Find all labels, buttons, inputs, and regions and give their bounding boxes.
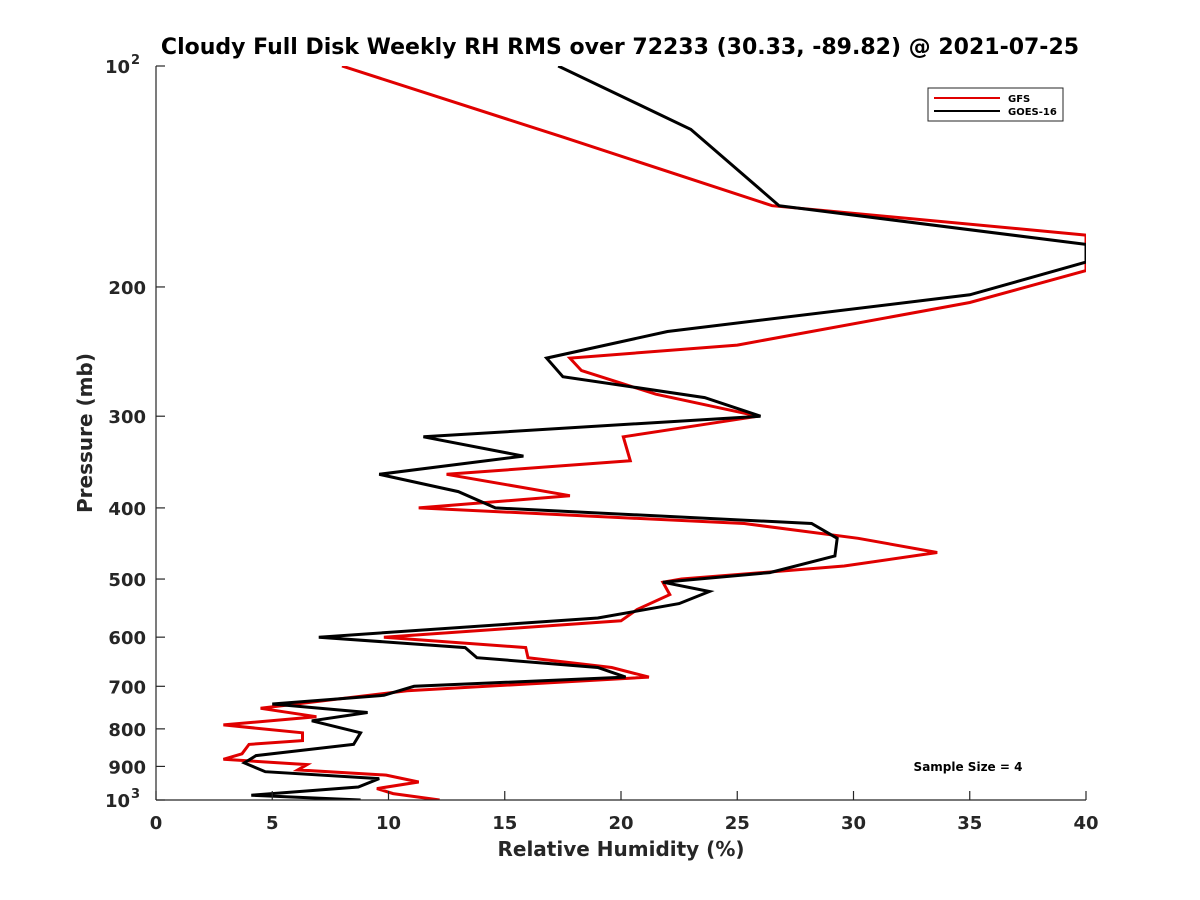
legend-label-gfs: GFS	[1008, 94, 1030, 105]
y-tick-label: 900	[108, 757, 146, 778]
y-tick-label: 10	[105, 57, 130, 78]
y-tick-label: 600	[108, 628, 146, 649]
x-tick-label: 30	[841, 813, 866, 834]
x-tick-label: 25	[725, 813, 750, 834]
x-tick-label: 40	[1073, 813, 1098, 834]
y-tick-label: 10	[105, 791, 130, 812]
y-tick-label: 500	[108, 570, 146, 591]
series-layer	[222, 66, 1086, 800]
x-tick-label: 35	[957, 813, 982, 834]
x-tick-label: 0	[150, 813, 163, 834]
legend: GFS GOES-16	[927, 87, 1064, 122]
y-axis-label: Pressure (mb)	[73, 353, 97, 513]
y-tick-exponent: 3	[131, 787, 140, 802]
y-tick-label: 400	[108, 499, 146, 520]
legend-label-goes16: GOES-16	[1008, 107, 1057, 118]
y-tick-label: 700	[108, 677, 146, 698]
legend-box	[927, 87, 1064, 122]
y-tick-label: 800	[108, 720, 146, 741]
y-tick-label: 300	[108, 407, 146, 428]
y-tick-label: 200	[108, 278, 146, 299]
sample-size-annotation: Sample Size = 4	[914, 760, 1023, 774]
x-tick-label: 5	[266, 813, 279, 834]
x-tick-label: 15	[492, 813, 517, 834]
plot-area	[156, 66, 1086, 800]
series-line-gfs	[222, 66, 1086, 800]
x-tick-label: 20	[608, 813, 633, 834]
series-line-goes16	[241, 66, 1086, 800]
x-axis-label: Relative Humidity (%)	[497, 837, 744, 861]
chart-title: Cloudy Full Disk Weekly RH RMS over 7223…	[161, 35, 1079, 60]
x-tick-label: 10	[376, 813, 401, 834]
y-tick-exponent: 2	[131, 53, 140, 68]
x-ticks: 0 5 10 15 20 25 30 35 40	[150, 791, 1099, 834]
